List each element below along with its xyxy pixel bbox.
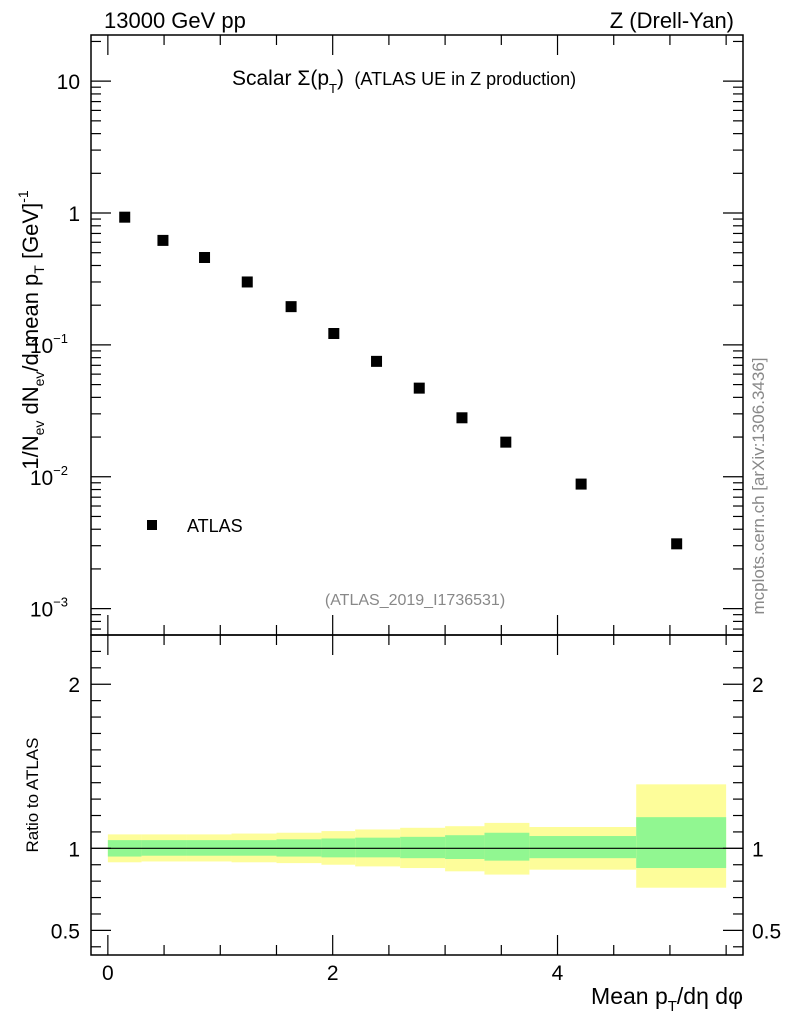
ratio-y-tick-label-right: 2: [752, 674, 764, 697]
ratio-inner-band: [636, 817, 727, 869]
data-point: [575, 478, 587, 490]
ratio-bands: [107, 784, 727, 888]
ratio-panel-frame: [90, 634, 744, 956]
x-tick-label: 2: [327, 962, 339, 985]
main-y-axis-label: 1/Nev dNev/d mean pT [GeV]-1: [15, 190, 47, 470]
y-tick-label: 1: [68, 203, 80, 226]
data-point: [413, 382, 425, 394]
ratio-y-tick-label-right: 0.5: [752, 920, 781, 943]
y-tick-label: 10: [57, 71, 80, 94]
plot-title: Scalar Σ(pT) (ATLAS UE in Z production): [232, 67, 576, 96]
data-point: [119, 211, 131, 223]
main-panel-frame: [90, 34, 744, 636]
ratio-axis-ticks: 0 2 4 0.5 0.5 1 1 2 2: [51, 635, 781, 985]
svg-text:1/Nev dNev/d mean pT [GeV]-1: 1/Nev dNev/d mean pT [GeV]-1: [15, 190, 47, 470]
data-point: [671, 538, 683, 550]
y-tick-label: 10−1: [30, 331, 68, 358]
ratio-y-tick-label-left: 2: [68, 674, 80, 697]
analysis-id: (ATLAS_2019_I1736531): [325, 592, 505, 609]
ratio-y-axis-label: Ratio to ATLAS: [23, 738, 42, 853]
x-tick-label: 4: [552, 962, 564, 985]
data-point: [371, 355, 383, 367]
ratio-inner-band: [484, 832, 530, 861]
legend-label-atlas: ATLAS: [187, 516, 243, 536]
ratio-inner-band: [355, 837, 401, 858]
main-axis-ticks: 10 1 10−1 10−2 10−3: [30, 35, 743, 635]
ratio-inner-band: [400, 836, 446, 859]
data-point: [199, 251, 211, 263]
header-right: Z (Drell-Yan): [610, 8, 734, 33]
y-tick-label: 10−2: [30, 463, 68, 490]
ratio-y-tick-label-right: 1: [752, 838, 764, 861]
data-point: [500, 436, 512, 448]
data-point: [157, 234, 169, 246]
y-tick-label: 10−3: [30, 595, 68, 622]
x-tick-label: 0: [102, 962, 114, 985]
ratio-inner-band: [529, 836, 637, 859]
data-point: [456, 412, 468, 424]
data-point: [241, 276, 253, 288]
side-label: mcplots.cern.ch [arXiv:1306.3436]: [749, 357, 768, 614]
ratio-y-tick-label-left: 1: [68, 838, 80, 861]
legend-marker-atlas: [147, 520, 157, 530]
header-left: 13000 GeV pp: [104, 8, 246, 33]
data-point: [328, 328, 340, 340]
x-axis-label: Mean pT/dη dφ: [591, 983, 743, 1015]
ratio-inner-band: [445, 835, 485, 859]
data-points: [119, 211, 683, 550]
data-point: [285, 301, 297, 313]
ratio-y-tick-label-left: 0.5: [51, 920, 80, 943]
